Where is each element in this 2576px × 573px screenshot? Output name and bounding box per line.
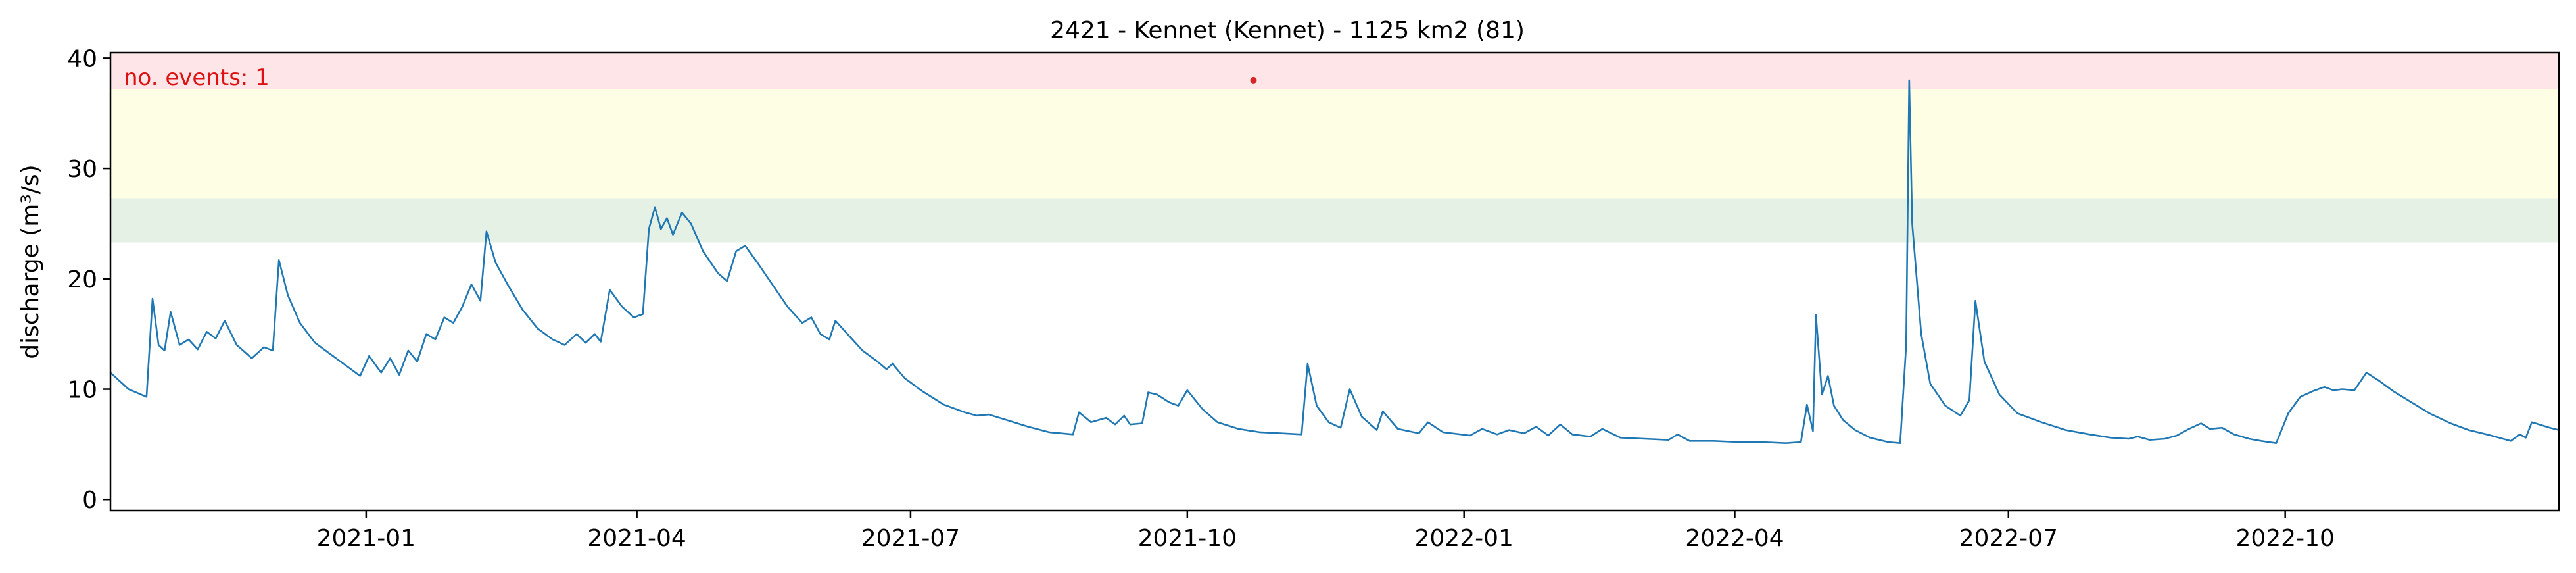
x-tick-label: 2021-10 (1138, 525, 1237, 552)
y-tick-label: 30 (67, 156, 97, 183)
x-tick-label: 2021-07 (861, 525, 960, 552)
plot-series (110, 76, 2560, 444)
discharge-line-1 (110, 79, 2560, 444)
threshold-band-2 (110, 89, 2559, 199)
y-axis-label: discharge (m³/s) (17, 164, 44, 359)
events-annotation: no. events: 1 (124, 64, 270, 91)
x-tick-label: 2022-07 (1959, 525, 2058, 552)
y-tick-label: 20 (67, 266, 97, 293)
threshold-band-1 (110, 198, 2559, 243)
y-tick-label: 10 (67, 377, 97, 404)
event-marker (1250, 76, 1257, 84)
axis-ticks: 0 10 20 30 40 2021-01 2021-04 2021-07 2021-10 202… (67, 45, 2335, 552)
y-tick-label: 40 (67, 45, 97, 72)
x-tick-label: 2022-10 (2235, 525, 2334, 552)
threshold-band-3 (110, 53, 2559, 89)
x-tick-label: 2022-04 (1685, 525, 1784, 552)
chart-title: 2421 - Kennet (Kennet) - 1125 km2 (81) (1050, 17, 1525, 44)
plot-frame (109, 51, 2560, 512)
x-tick-label: 2022-01 (1415, 525, 1514, 552)
threshold-bands (110, 53, 2559, 243)
y-tick-label: 0 (82, 487, 97, 514)
x-tick-label: 2021-04 (587, 525, 686, 552)
x-tick-label: 2021-01 (317, 525, 416, 552)
